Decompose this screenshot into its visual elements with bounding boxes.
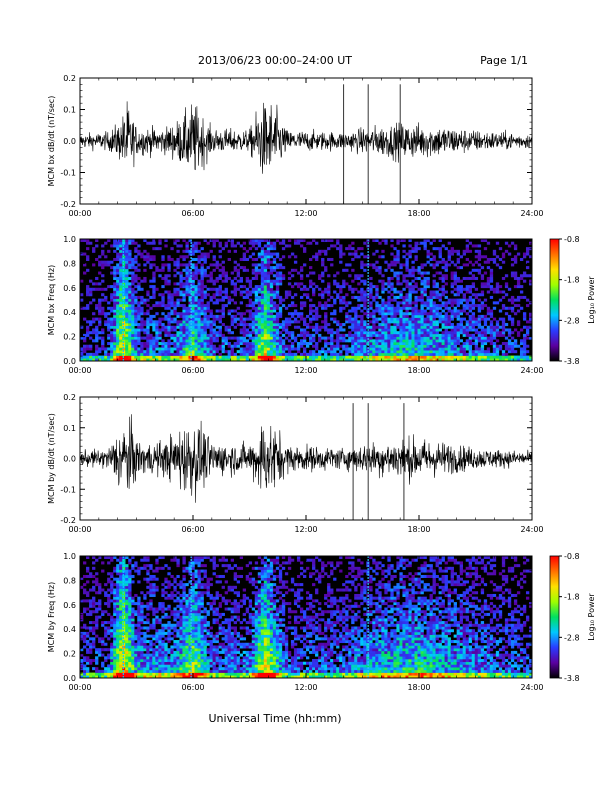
colorbar-tick-label: -3.8 bbox=[564, 357, 580, 366]
panels: 00:00 06:00 12:00 18:00 24:00 -0.2 -0.1 0.0 0.1 0… bbox=[47, 74, 596, 692]
y-tick-label: 0.2 bbox=[63, 74, 76, 83]
colorbar-gradient bbox=[549, 238, 560, 362]
x-tick-label: 24:00 bbox=[520, 366, 543, 375]
y-tick-label: -0.2 bbox=[60, 200, 76, 209]
y-tick-label: 0.2 bbox=[63, 650, 76, 659]
colorbar-tick-label: -1.8 bbox=[564, 276, 580, 285]
colorbar-label: Log₁₀ Power bbox=[587, 276, 596, 324]
x-tick-label: 06:00 bbox=[181, 209, 204, 218]
y-tick-label: 0.8 bbox=[63, 576, 76, 585]
x-tick-label: 06:00 bbox=[181, 525, 204, 534]
colorbar: -0.8 -1.8 -2.8 -3.8 Log₁₀ Power bbox=[549, 552, 596, 683]
x-axis-label: Universal Time (hh:mm) bbox=[209, 712, 342, 725]
x-tick-label: 12:00 bbox=[294, 683, 317, 692]
x-tick-label: 06:00 bbox=[181, 683, 204, 692]
x-tick-label: 24:00 bbox=[520, 525, 543, 534]
y-tick-label: 1.0 bbox=[63, 552, 76, 561]
x-tick-label: 00:00 bbox=[68, 525, 91, 534]
panel-2: 00:00 06:00 12:00 18:00 24:00 0.0 0.2 0.4 0.6 0.8… bbox=[47, 235, 596, 375]
page-indicator: Page 1/1 bbox=[480, 54, 528, 67]
spectrogram-cells bbox=[80, 556, 532, 678]
colorbar-tick-label: -1.8 bbox=[564, 593, 580, 602]
y-tick-label: 0.6 bbox=[63, 601, 76, 610]
colorbar-tick-label: -2.8 bbox=[564, 633, 580, 642]
x-tick-label: 18:00 bbox=[407, 209, 430, 218]
panel-4: 00:00 06:00 12:00 18:00 24:00 0.0 0.2 0.4 0.6 0.8… bbox=[47, 552, 596, 692]
x-tick-label: 18:00 bbox=[407, 683, 430, 692]
x-tick-label: 24:00 bbox=[520, 683, 543, 692]
x-tick-label: 00:00 bbox=[68, 209, 91, 218]
y-tick-label: 0.0 bbox=[63, 137, 76, 146]
panel-1: 00:00 06:00 12:00 18:00 24:00 -0.2 -0.1 0.0 0.1 0… bbox=[47, 74, 544, 218]
y-tick-label: 0.2 bbox=[63, 393, 76, 402]
y-tick-label: 0.2 bbox=[63, 333, 76, 342]
y-tick-label: 1.0 bbox=[63, 235, 76, 244]
x-tick-label: 00:00 bbox=[68, 683, 91, 692]
figure-title: 2013/06/23 00:00–24:00 UT bbox=[198, 54, 352, 67]
colorbar-tick-label: -0.8 bbox=[564, 552, 580, 561]
y-tick-label: 0.4 bbox=[63, 308, 76, 317]
y-tick-label: 0.0 bbox=[63, 357, 76, 366]
y-tick-label: -0.1 bbox=[60, 485, 76, 494]
y-tick-label: -0.1 bbox=[60, 169, 76, 178]
y-axis-label: MCM bx dB/dt (nT/sec) bbox=[47, 96, 56, 187]
colorbar-tick-label: -2.8 bbox=[564, 316, 580, 325]
y-tick-label: -0.2 bbox=[60, 516, 76, 525]
y-tick-label: 0.8 bbox=[63, 259, 76, 268]
colorbar-tick-label: -0.8 bbox=[564, 235, 580, 244]
dbdt-trace bbox=[80, 414, 532, 503]
y-axis-label: MCM bx Freq (Hz) bbox=[47, 265, 56, 335]
x-tick-label: 12:00 bbox=[294, 209, 317, 218]
panel-3: 00:00 06:00 12:00 18:00 24:00 -0.2 -0.1 0.0 0.1 0… bbox=[47, 393, 544, 534]
y-tick-label: 0.6 bbox=[63, 284, 76, 293]
x-tick-label: 12:00 bbox=[294, 525, 317, 534]
y-tick-label: 0.0 bbox=[63, 455, 76, 464]
y-tick-label: 0.1 bbox=[63, 106, 76, 115]
y-tick-label: 0.1 bbox=[63, 424, 76, 433]
spectrogram-cells bbox=[80, 239, 532, 361]
x-tick-label: 00:00 bbox=[68, 366, 91, 375]
x-tick-label: 18:00 bbox=[407, 366, 430, 375]
colorbar: -0.8 -1.8 -2.8 -3.8 Log₁₀ Power bbox=[549, 235, 596, 366]
y-axis-label: MCM by dB/dt (nT/sec) bbox=[47, 413, 56, 504]
y-axis-label: MCM by Freq (Hz) bbox=[47, 582, 56, 652]
x-tick-label: 24:00 bbox=[520, 209, 543, 218]
y-tick-label: 0.4 bbox=[63, 625, 76, 634]
x-tick-label: 12:00 bbox=[294, 366, 317, 375]
dbdt-trace bbox=[80, 101, 532, 174]
x-tick-label: 06:00 bbox=[181, 366, 204, 375]
colorbar-label: Log₁₀ Power bbox=[587, 593, 596, 641]
colorbar-tick-label: -3.8 bbox=[564, 674, 580, 683]
x-tick-label: 18:00 bbox=[407, 525, 430, 534]
y-tick-label: 0.0 bbox=[63, 674, 76, 683]
colorbar-gradient bbox=[549, 555, 560, 679]
